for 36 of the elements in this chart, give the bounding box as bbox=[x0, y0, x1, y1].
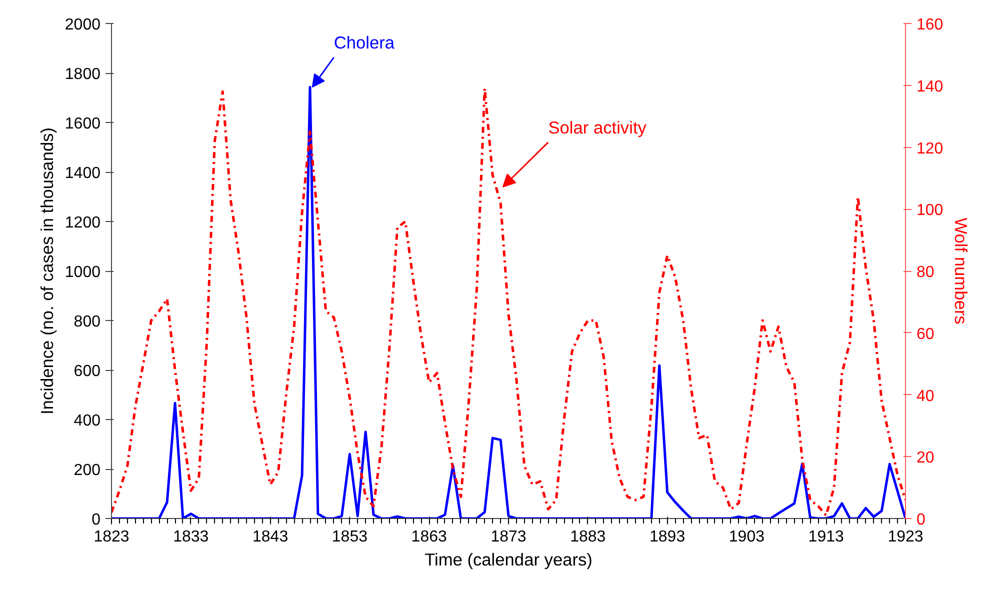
y-tick-label: 600 bbox=[74, 363, 101, 380]
x-tick-label: 1913 bbox=[808, 528, 844, 546]
x-tick-label: 1823 bbox=[94, 528, 130, 546]
y2-tick-label: 120 bbox=[916, 140, 944, 158]
y2-tick-label: 0 bbox=[916, 512, 926, 528]
x-tick-label: 1893 bbox=[650, 528, 686, 546]
y-tick-label: 1000 bbox=[64, 264, 101, 281]
x-tick-label: 1903 bbox=[728, 528, 765, 546]
x-tick-label: 1843 bbox=[252, 528, 288, 546]
x-tick-label: 1863 bbox=[411, 528, 447, 546]
y2-tick-label: 40 bbox=[916, 388, 934, 405]
y-tick-label: 0 bbox=[92, 512, 101, 528]
x-axis-title: Time (calendar years) bbox=[424, 550, 592, 570]
y-tick-label: 1200 bbox=[64, 214, 101, 232]
y-tick-label: 2000 bbox=[64, 16, 101, 34]
y-tick-label: 400 bbox=[74, 412, 101, 430]
y2-axis-title: Wolf numbers bbox=[951, 218, 972, 325]
x-tick-label: 1873 bbox=[490, 528, 526, 546]
annotation: Cholera bbox=[334, 32, 395, 52]
y-axis-title: Incidence (no. of cases in thousands) bbox=[36, 127, 57, 415]
y-tick-label: 1800 bbox=[64, 66, 101, 83]
y2-tick-label: 140 bbox=[916, 78, 944, 96]
y2-tick-label: 100 bbox=[916, 202, 944, 220]
x-tick-label: 1853 bbox=[332, 528, 368, 546]
y-tick-label: 1600 bbox=[64, 116, 101, 132]
x-tick-label: 1923 bbox=[888, 528, 924, 546]
y2-tick-label: 80 bbox=[916, 264, 934, 281]
y2-tick-label: 160 bbox=[916, 16, 944, 34]
y-tick-label: 800 bbox=[74, 314, 101, 330]
y2-tick-label: 20 bbox=[916, 450, 934, 467]
y2-tick-label: 60 bbox=[916, 326, 934, 343]
y-tick-label: 200 bbox=[74, 462, 101, 479]
annotation: Solar activity bbox=[548, 117, 647, 138]
x-tick-label: 1833 bbox=[173, 528, 209, 546]
x-tick-label: 1883 bbox=[570, 528, 606, 546]
y-tick-label: 1400 bbox=[64, 165, 101, 182]
